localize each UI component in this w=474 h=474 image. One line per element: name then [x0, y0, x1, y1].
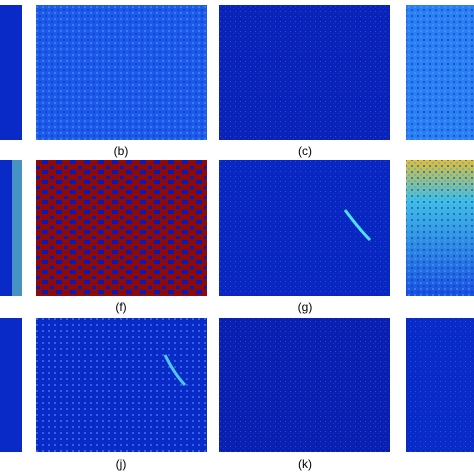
- panel-label: (j): [116, 457, 127, 471]
- panel-texture: [219, 160, 390, 296]
- panel-label: (f): [115, 300, 126, 314]
- panel-label: (k): [298, 457, 312, 471]
- panel-image: [0, 318, 22, 452]
- panel-feature: [163, 354, 187, 387]
- panel-label: (c): [298, 144, 312, 158]
- panel-label: (g): [298, 300, 313, 314]
- panel-texture: [36, 318, 207, 452]
- panel-texture: [406, 160, 474, 296]
- panel-texture: [219, 5, 390, 140]
- panel-texture: [406, 5, 474, 140]
- panel-image: [36, 160, 207, 296]
- panel-label: (b): [114, 144, 129, 158]
- panel-stripe: [12, 160, 22, 296]
- panel-feature: [343, 209, 372, 242]
- panel-texture: [36, 5, 207, 140]
- panel-image: [0, 5, 22, 140]
- panel-texture: [219, 318, 390, 452]
- panel-texture: [406, 318, 474, 452]
